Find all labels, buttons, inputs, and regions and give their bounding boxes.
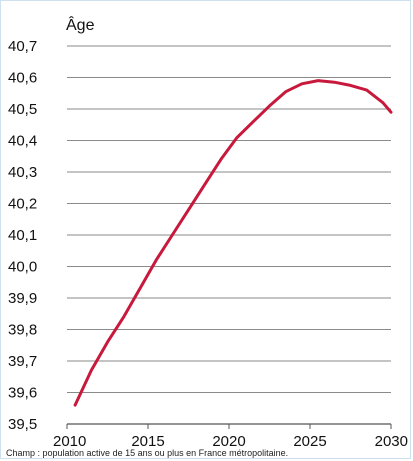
x-tick-label: 2015 [131,433,164,450]
y-tick-label: 39,9 [8,290,37,307]
y-tick-label: 40,5 [8,101,37,118]
y-axis-tick-labels: 39,5 39,6 39,7 39,8 39,9 40,0 40,1 40,2 40,3 40,4… [8,38,37,433]
y-tick-label: 39,6 [8,385,37,402]
y-tick-label: 40,1 [8,227,37,244]
x-tick-label: 2030 [375,433,408,450]
gridlines [66,45,392,429]
x-tick-label: 2025 [293,433,326,450]
y-tick-label: 40,0 [8,259,37,276]
y-tick-label: 40,4 [8,133,37,150]
series-line [73,79,393,407]
x-axis-tick-labels: 2010 2015 2020 2025 2030 [53,433,408,450]
x-tick-label: 2010 [53,433,86,450]
y-tick-label: 40,2 [8,196,37,213]
y-tick-label: 39,8 [8,322,37,339]
footnote: Champ : population active de 15 ans ou p… [6,448,289,458]
y-tick-label: 39,5 [8,416,37,433]
y-tick-label: 40,6 [8,70,37,87]
y-tick-label: 40,7 [8,38,37,55]
series-group [73,79,393,407]
y-tick-label: 40,3 [8,164,37,181]
x-tick-label: 2020 [212,433,245,450]
y-axis-title: Âge [66,15,95,34]
y-tick-label: 39,7 [8,353,37,370]
